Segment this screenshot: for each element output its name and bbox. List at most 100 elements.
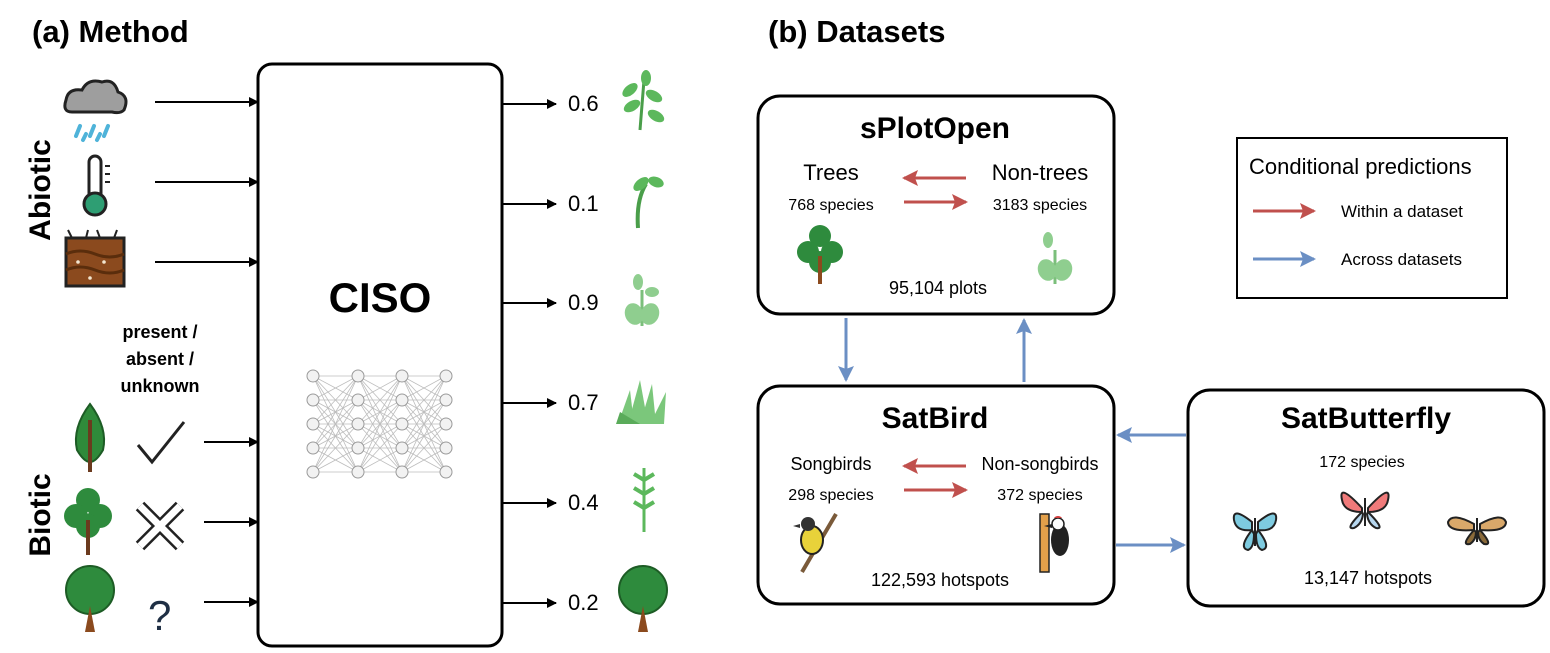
nn-edge [312,423,359,473]
status-label-absent: absent / [126,349,194,369]
abiotic-label: Abiotic [24,139,57,241]
satbird-box [756,384,1116,606]
satbird-group-b-count: 372 species [997,487,1082,504]
nn-node [351,441,365,455]
output-value-6: 0.2 [568,590,599,615]
nn-node [306,465,320,479]
panel-b: (b) Datasets sPlotOpen Trees 768 species… [756,14,1546,608]
woodpecker-icon [1039,513,1069,573]
nn-node [351,465,365,479]
question-icon: ? [148,592,171,639]
splotopen-group-a: Trees [803,160,858,185]
nn-edge [357,375,403,449]
splotopen-title: sPlotOpen [860,112,1010,145]
nn-node [306,441,320,455]
splotopen-total: 95,104 plots [889,278,987,298]
nn-node [351,393,365,407]
nn-node [439,465,453,479]
splotopen-group-b: Non-trees [992,160,1089,185]
nn-edge [357,423,403,473]
nn-node [395,417,409,431]
biotic-label: Biotic [24,473,57,556]
round-tree-icon [65,565,115,632]
neural-network-icon [306,369,453,479]
status-label-present: present / [122,322,197,342]
splotopen-group-b-count: 3183 species [993,197,1087,214]
rain-cloud-icon [63,79,128,142]
bushy-tree-icon [64,488,112,555]
moth-icon [1446,516,1508,546]
output-value-1: 0.6 [568,91,599,116]
panel-b-title: (b) Datasets [768,14,945,49]
panel-a: (a) Method Abiotic Biotic present / abse… [24,14,668,648]
nn-node [306,393,320,407]
nn-node [351,417,365,431]
nn-edge [357,375,403,401]
legend-across-label: Across datasets [1341,250,1462,269]
satbird-group-a-count: 298 species [788,487,873,504]
nn-edge [401,399,447,473]
cross-icon [135,501,185,551]
soil-icon [64,229,126,288]
nn-node [395,369,409,383]
nn-node [439,417,453,431]
legend-box [1236,137,1508,299]
satbird-total: 122,593 hotspots [871,570,1009,590]
pink-butterfly-icon [1340,491,1390,530]
nn-node [306,417,320,431]
nn-node [306,369,320,383]
nn-edge [312,375,359,401]
nn-edge [401,375,447,449]
nn-edge [401,375,447,401]
tree-icon [797,225,843,284]
nn-edge [357,375,403,425]
model-label: CISO [329,274,432,321]
nn-node [395,465,409,479]
songbird-icon [793,512,838,574]
leaf-tree-icon [74,402,106,472]
seedling-icon [1037,232,1073,284]
output-round-tree-icon [618,565,668,632]
nn-edge [312,375,359,449]
sprout-icon [633,176,664,229]
nn-edge [312,399,359,473]
nn-node [351,369,365,383]
nn-node [395,441,409,455]
grass-icon [616,380,666,424]
satbird-title: SatBird [882,402,989,435]
splotopen-box [756,94,1116,316]
satbutterfly-total: 13,147 hotspots [1304,568,1432,588]
nn-edge [401,375,447,473]
check-icon [136,421,186,465]
nn-edge [312,375,359,473]
nn-edge [357,375,403,473]
ciso-model-box [256,62,504,648]
nn-node [439,369,453,383]
thermometer-icon [82,154,110,217]
blue-butterfly-icon [1232,512,1278,552]
nn-edge [401,423,447,473]
nn-node [439,441,453,455]
satbird-group-b: Non-songbirds [981,454,1098,474]
nn-edge [401,447,447,473]
nn-edge [357,399,403,473]
nn-node [395,393,409,407]
legend-within-label: Within a dataset [1341,202,1463,221]
satbutterfly-count: 172 species [1319,454,1404,471]
output-value-2: 0.1 [568,191,599,216]
input-arrows [155,97,259,607]
nn-edge [312,375,359,425]
sprig-icon [622,70,665,131]
splotopen-group-a-count: 768 species [788,197,873,214]
nn-edge [401,375,447,425]
nn-node [439,393,453,407]
seedling-icon [624,274,660,326]
status-label-unknown: unknown [121,376,200,396]
output-value-5: 0.4 [568,490,599,515]
legend: Conditional predictions Within a dataset… [1236,137,1508,299]
nn-edge [357,447,403,473]
satbutterfly-title: SatButterfly [1281,402,1451,435]
fern-icon [632,468,656,532]
nn-edge [312,447,359,473]
